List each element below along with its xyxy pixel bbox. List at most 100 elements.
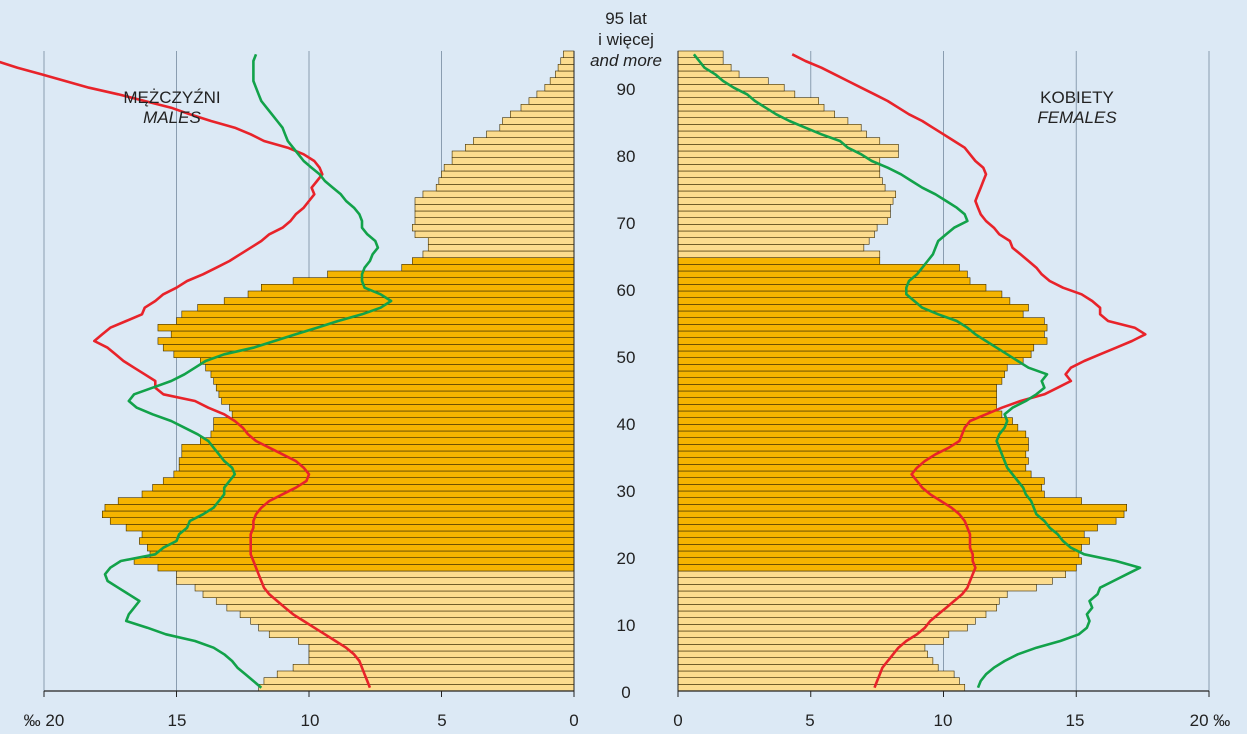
age-tick-10: 10 [617, 616, 636, 635]
female-bar-age-17 [677, 570, 1066, 578]
male-bar-age-21 [147, 544, 575, 552]
male-bar-age-12 [226, 604, 575, 612]
female-bar-age-77 [677, 170, 881, 178]
age-tick-20: 20 [617, 549, 636, 568]
female-bar-age-18 [677, 564, 1077, 572]
male-bar-age-41 [231, 410, 575, 418]
female-bar-age-3 [677, 664, 939, 672]
female-bar-age-35 [677, 450, 1027, 458]
male-bar-age-59 [247, 290, 575, 298]
top-age-label-line2: i więcej [598, 30, 654, 49]
male-bar-age-79 [451, 157, 575, 165]
male-bar-age-3 [292, 664, 575, 672]
female-bar-age-2 [677, 670, 955, 678]
female-x-tick-15: 15 [1066, 711, 1085, 730]
female-bar-age-95 [677, 50, 724, 58]
male-bar-age-69 [412, 224, 575, 232]
male-bar-age-77 [441, 170, 575, 178]
male-bar-age-25 [109, 517, 575, 525]
female-bar-age-41 [677, 410, 1003, 418]
male-bar-age-89 [536, 90, 575, 98]
female-bar-age-59 [677, 290, 1003, 298]
female-bar-age-51 [677, 344, 1035, 352]
male-bar-age-82 [472, 137, 575, 145]
male-bar-age-83 [486, 130, 575, 138]
male-bars [102, 50, 575, 692]
male-bar-age-71 [414, 210, 575, 218]
male-bar-age-48 [205, 364, 575, 372]
male-x-tick-labels: ‰ 20 15 10 5 0 [24, 711, 579, 730]
males-title: MĘŻCZYŹNI [123, 88, 220, 107]
male-x-tick-5: 5 [437, 711, 446, 730]
female-bar-age-92 [677, 70, 740, 78]
female-bar-age-65 [677, 250, 881, 258]
female-bar-age-43 [677, 397, 997, 405]
male-bar-age-29 [141, 490, 575, 498]
female-bar-age-27 [677, 504, 1127, 512]
male-bar-age-80 [451, 150, 575, 158]
female-bar-age-24 [677, 524, 1098, 532]
male-bar-age-78 [443, 164, 575, 172]
female-bar-age-66 [677, 244, 865, 252]
male-bar-age-34 [178, 457, 575, 465]
male-x-tick-15: 15 [168, 711, 187, 730]
female-bar-age-78 [677, 164, 881, 172]
male-bar-age-39 [213, 424, 575, 432]
male-bar-age-30 [152, 484, 575, 492]
male-bar-age-70 [414, 217, 575, 225]
male-bar-age-15 [194, 584, 575, 592]
female-bar-age-47 [677, 370, 1005, 378]
female-bar-age-45 [677, 384, 997, 392]
male-bar-age-1 [263, 677, 575, 685]
female-bar-age-15 [677, 584, 1037, 592]
male-bar-age-38 [210, 430, 575, 438]
male-x-unit: ‰ 20 [24, 711, 65, 730]
female-bar-age-70 [677, 217, 889, 225]
female-bar-age-19 [677, 557, 1082, 565]
male-bar-age-22 [139, 537, 575, 545]
male-bar-age-27 [104, 504, 575, 512]
age-tick-60: 60 [617, 281, 636, 300]
male-bar-age-0 [258, 684, 575, 692]
female-bar-age-61 [677, 277, 971, 285]
female-bar-age-87 [677, 104, 825, 112]
female-x-tick-10: 10 [934, 711, 953, 730]
female-bar-age-37 [677, 437, 1029, 445]
female-red-line [791, 53, 1147, 689]
male-bar-age-88 [528, 97, 575, 105]
male-bar-age-58 [223, 297, 575, 305]
male-bar-age-65 [422, 250, 575, 258]
male-bar-age-74 [422, 190, 575, 198]
male-bar-age-92 [555, 70, 575, 78]
male-bar-age-60 [260, 284, 575, 292]
female-bar-age-76 [677, 177, 883, 185]
female-bar-age-1 [677, 677, 960, 685]
male-bar-age-49 [200, 357, 575, 365]
male-bar-age-28 [117, 497, 575, 505]
male-bar-age-55 [176, 317, 575, 325]
male-x-tick-0: 0 [569, 711, 578, 730]
male-bar-age-68 [414, 230, 575, 238]
female-x-unit: 20 ‰ [1190, 711, 1231, 730]
female-bar-age-85 [677, 117, 849, 125]
females-subtitle: FEMALES [1037, 108, 1117, 127]
male-bar-age-54 [157, 324, 575, 332]
female-bar-age-22 [677, 537, 1090, 545]
male-red-line [0, 60, 372, 689]
male-bar-age-66 [427, 244, 575, 252]
male-bar-age-23 [141, 530, 575, 538]
male-bar-age-73 [414, 197, 575, 205]
male-bar-age-93 [557, 64, 575, 72]
male-bar-age-72 [414, 204, 575, 212]
male-bar-age-91 [549, 77, 575, 85]
males-subtitle: MALES [143, 108, 201, 127]
male-bar-age-81 [465, 144, 575, 152]
male-bar-age-14 [202, 590, 575, 598]
male-bar-age-13 [215, 597, 575, 605]
male-bar-age-5 [308, 650, 575, 658]
male-bar-age-87 [520, 104, 575, 112]
female-bar-age-69 [677, 224, 878, 232]
female-bar-age-16 [677, 577, 1053, 585]
female-bar-age-4 [677, 657, 934, 665]
